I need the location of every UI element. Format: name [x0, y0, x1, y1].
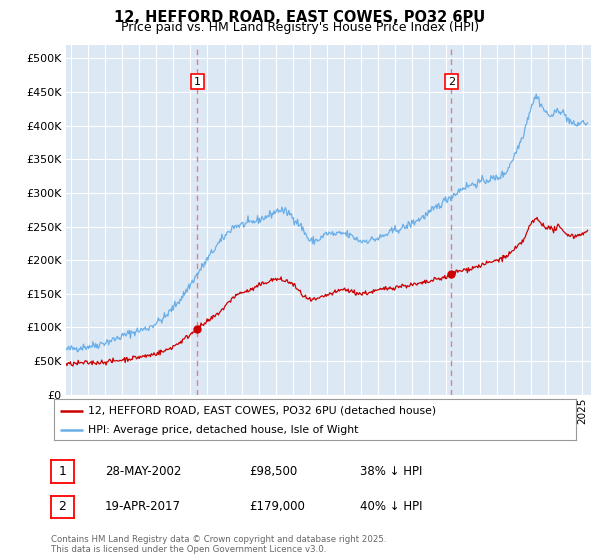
Text: This data is licensed under the Open Government Licence v3.0.: This data is licensed under the Open Gov…: [51, 545, 326, 554]
Text: 38% ↓ HPI: 38% ↓ HPI: [360, 465, 422, 478]
Text: 12, HEFFORD ROAD, EAST COWES, PO32 6PU: 12, HEFFORD ROAD, EAST COWES, PO32 6PU: [115, 10, 485, 25]
Text: Contains HM Land Registry data © Crown copyright and database right 2025.: Contains HM Land Registry data © Crown c…: [51, 535, 386, 544]
Text: 19-APR-2017: 19-APR-2017: [105, 500, 181, 514]
Text: 1: 1: [194, 77, 201, 87]
Text: 40% ↓ HPI: 40% ↓ HPI: [360, 500, 422, 514]
Text: 28-MAY-2002: 28-MAY-2002: [105, 465, 181, 478]
Text: 2: 2: [448, 77, 455, 87]
Text: 2: 2: [58, 500, 67, 514]
Text: HPI: Average price, detached house, Isle of Wight: HPI: Average price, detached house, Isle…: [88, 426, 358, 435]
Text: 12, HEFFORD ROAD, EAST COWES, PO32 6PU (detached house): 12, HEFFORD ROAD, EAST COWES, PO32 6PU (…: [88, 405, 436, 416]
Text: Price paid vs. HM Land Registry's House Price Index (HPI): Price paid vs. HM Land Registry's House …: [121, 21, 479, 34]
Text: £179,000: £179,000: [249, 500, 305, 514]
Text: £98,500: £98,500: [249, 465, 297, 478]
Text: 1: 1: [58, 465, 67, 478]
